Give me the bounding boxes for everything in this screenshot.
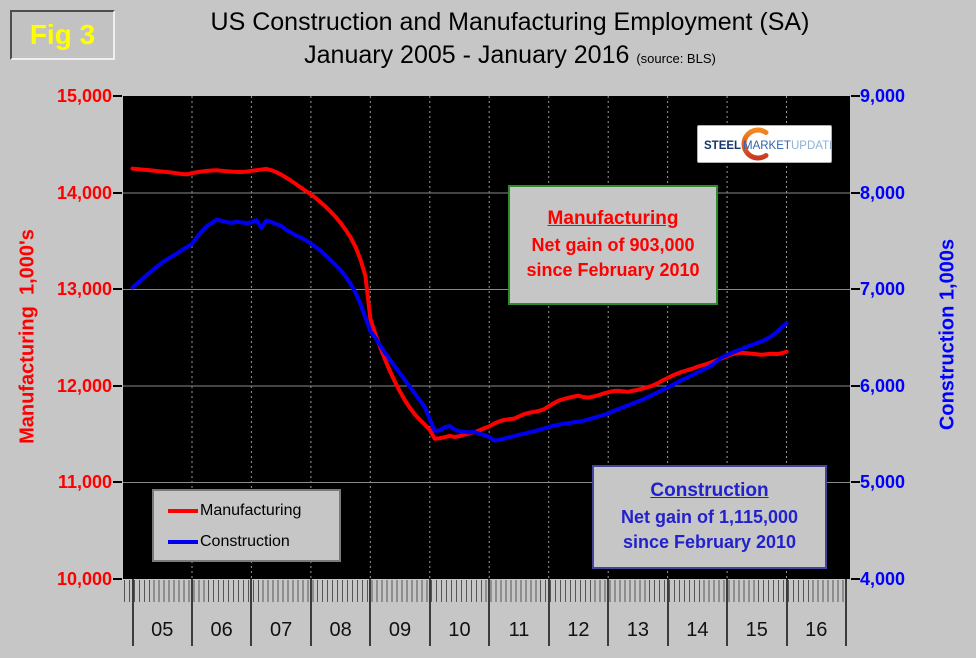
manufacturing-annotation-box: Manufacturing Net gain of 903,000 since … [508, 185, 718, 305]
right-axis-tick-mark [851, 191, 860, 194]
right-axis-tick-mark [851, 577, 860, 580]
steel-market-update-logo: STEEL MARKET UPDATE [697, 125, 837, 163]
x-axis-year-tick [428, 579, 431, 646]
chart-title-line1: US Construction and Manufacturing Employ… [210, 8, 810, 36]
x-axis-year-tick [488, 579, 491, 646]
plot-svg [123, 96, 850, 579]
right-axis-tick-label: 5,000 [860, 472, 906, 492]
left-axis-tick-label: 12,000 [56, 375, 112, 396]
x-axis-year-tick [369, 579, 372, 646]
x-axis-year-label: 16 [805, 619, 828, 641]
x-axis-year-tick [607, 579, 610, 646]
manufacturing-line [130, 166, 789, 441]
logo-graphic: STEEL MARKET UPDATE [704, 127, 837, 161]
x-axis-year-label: 06 [210, 619, 233, 641]
x-axis-year-label: 13 [626, 619, 650, 641]
legend-label-manufacturing: Manufacturing [200, 502, 302, 519]
x-axis-year-label: 14 [686, 619, 709, 641]
figure-number-badge: Fig 3 [10, 10, 115, 60]
x-axis-year-label: 05 [151, 619, 174, 641]
logo-word-update: UPDATE [791, 140, 831, 152]
x-axis-year-label: 12 [567, 619, 590, 641]
construction-line-swatch [168, 540, 198, 544]
construction-annotation-gain: Net gain of 1,115,000 [620, 506, 799, 527]
x-axis-year-tick [666, 579, 669, 646]
x-axis-year-label: 10 [448, 619, 471, 641]
left-axis-tick-label: 14,000 [56, 182, 112, 203]
legend-label-construction: Construction [200, 533, 290, 550]
left-axis-title: Manufacturing 1,000's [16, 229, 39, 444]
construction-annotation-heading: Construction [650, 479, 769, 501]
left-axis-tick-mark [113, 191, 122, 194]
legend: Manufacturing Construction [152, 489, 341, 562]
chart-title-source: (source: BLS) [636, 51, 716, 66]
construction-annotation-box: Construction Net gain of 1,115,000 since… [592, 465, 827, 569]
left-axis-tick-mark [113, 288, 122, 290]
x-axis-year-label: 08 [329, 619, 352, 641]
construction-annotation-since: since February 2010 [622, 531, 797, 552]
left-axis-tick-label: 15,000 [56, 86, 112, 106]
left-axis-tick-mark [113, 384, 122, 387]
right-axis-tick-label: 7,000 [860, 279, 906, 299]
right-axis-tick-label: 4,000 [860, 568, 906, 589]
figure-number-label: Fig 3 [29, 19, 96, 50]
left-axis-tick-label: 11,000 [57, 472, 112, 492]
legend-item-construction: Construction [168, 531, 290, 553]
x-axis-year-tick [547, 579, 550, 646]
x-axis-year-tick [726, 579, 729, 646]
x-axis-year-tick [250, 579, 253, 646]
x-axis-year-label: 11 [508, 619, 530, 641]
right-axis-tick-mark [851, 288, 860, 290]
manufacturing-annotation-heading: Manufacturing [547, 207, 679, 229]
right-axis-tick-mark [851, 481, 860, 483]
x-axis-year-tick [190, 579, 193, 646]
left-axis-tick-mark [113, 577, 122, 580]
x-axis-year-tick [309, 579, 312, 646]
x-axis-year-label: 07 [270, 619, 293, 641]
manufacturing-line-swatch [168, 509, 198, 513]
right-axis-tick-mark [851, 384, 860, 387]
x-axis-year-tick [785, 579, 788, 646]
x-axis-month-ticks [124, 580, 847, 602]
logo-word-steel: STEEL [704, 140, 741, 152]
x-axis-year-tick [844, 579, 847, 646]
left-axis-tick-label: 10,000 [56, 568, 112, 589]
x-axis-year-label: 09 [388, 619, 412, 641]
logo-word-market: MARKET [743, 140, 791, 152]
construction-line [130, 217, 789, 443]
right-axis-tick-mark [851, 95, 860, 97]
x-axis-year-tick [131, 579, 134, 646]
logo-crescent-icon [741, 127, 769, 161]
x-axis-year-label: 15 [745, 619, 768, 641]
legend-item-manufacturing: Manufacturing [168, 500, 301, 522]
right-axis-title: Construction 1,000s [936, 238, 959, 431]
manufacturing-annotation-since: since February 2010 [526, 259, 700, 280]
right-axis-tick-label: 9,000 [860, 86, 906, 106]
chart-title-block: US Construction and Manufacturing Employ… [60, 8, 960, 70]
right-axis-tick-label: 6,000 [860, 375, 906, 396]
manufacturing-annotation-gain: Net gain of 903,000 [531, 234, 695, 255]
chart-title-line2: January 2005 - January 2016 (source: BLS… [304, 41, 716, 69]
right-axis-tick-label: 8,000 [860, 182, 906, 203]
left-axis-tick-mark [113, 481, 122, 483]
left-axis-tick-mark [113, 95, 122, 97]
left-axis-tick-label: 13,000 [56, 279, 112, 299]
